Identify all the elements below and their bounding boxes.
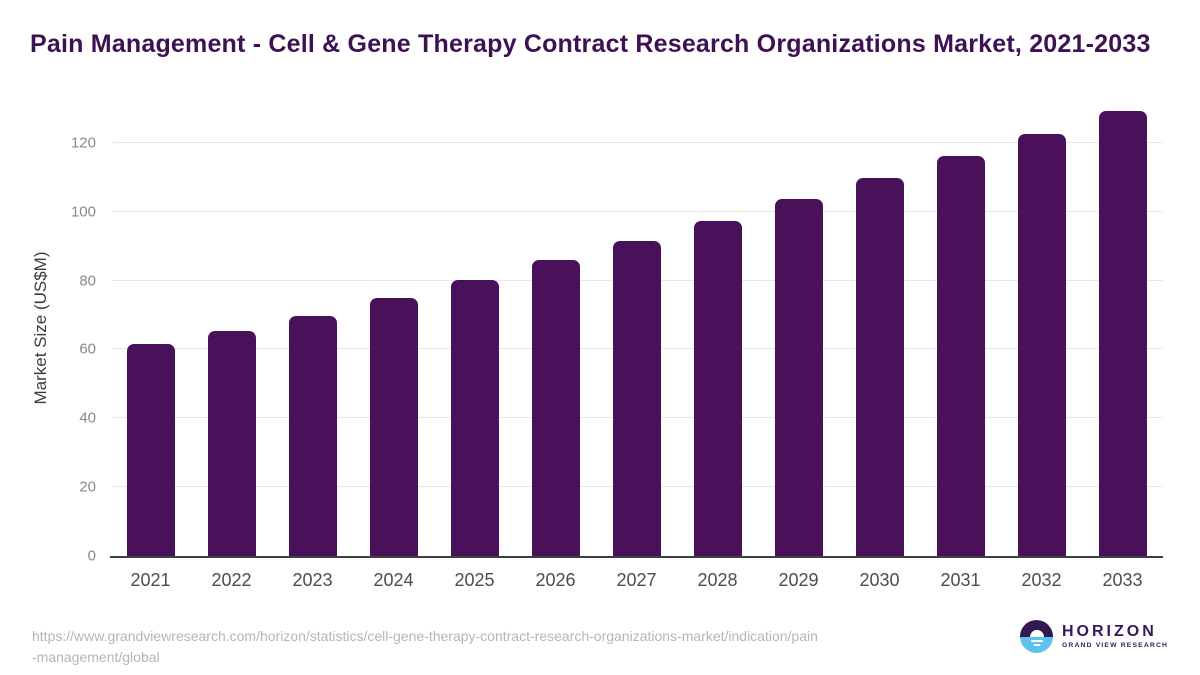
bar-slot-2025 [434, 98, 515, 556]
y-axis-label: Market Size (US$M) [31, 251, 50, 405]
gridline-100 [113, 210, 1163, 212]
x-tick-label-2031: 2031 [940, 570, 981, 590]
bar-slot-2030 [839, 98, 920, 556]
x-tick-label-2032: 2032 [1021, 570, 1062, 590]
bar-slot-2024 [353, 98, 434, 556]
bar-slot-2033 [1082, 98, 1163, 556]
bar-2032 [1017, 134, 1066, 556]
bar-2023 [288, 315, 337, 556]
bar-2022 [207, 331, 256, 556]
x-tick-label-2024: 2024 [373, 570, 414, 590]
logo-subtitle-text: GRAND VIEW RESEARCH [1062, 642, 1169, 649]
y-tick-label-60: 60 [79, 340, 96, 358]
gridline-120 [113, 141, 1163, 143]
bars-row [110, 98, 1163, 556]
bar-2028 [693, 220, 742, 556]
logo-text: HORIZON GRAND VIEW RESEARCH [1062, 623, 1168, 650]
x-tick-label-2022: 2022 [211, 570, 252, 590]
bar-slot-2032 [1001, 98, 1082, 556]
bar-2027 [612, 241, 661, 556]
x-tick-label-2021: 2021 [130, 570, 171, 590]
source-url-line-1: https://www.grandviewresearch.com/horizo… [32, 628, 818, 644]
x-tick-label-2028: 2028 [697, 570, 738, 590]
plot-area: 0 20 40 60 80 100 120 [71, 98, 1163, 565]
y-tick-label-0: 0 [87, 547, 96, 565]
horizon-logo-icon [1020, 620, 1053, 653]
bar-2021 [126, 343, 175, 556]
source-url-line-2: -management/global [32, 649, 160, 665]
bar-2025 [450, 280, 499, 556]
bar-2029 [774, 198, 823, 556]
sunrise-icon [1029, 629, 1044, 637]
x-tick-label-2027: 2027 [616, 570, 657, 590]
bar-2024 [369, 298, 418, 556]
y-tick-label-20: 20 [79, 478, 96, 496]
bar-slot-2021 [110, 98, 191, 556]
y-tick-label-40: 40 [79, 409, 96, 427]
bar-2030 [855, 177, 904, 556]
reflection-line-icon [1033, 643, 1040, 646]
logo-brand-text: HORIZON [1062, 623, 1157, 640]
reflection-line-icon [1030, 639, 1043, 642]
bar-slot-2026 [515, 98, 596, 556]
bar-2031 [936, 155, 985, 556]
bar-slot-2031 [920, 98, 1001, 556]
x-tick-label-2025: 2025 [454, 570, 495, 590]
x-tick-label-2023: 2023 [292, 570, 333, 590]
x-tick-label-2030: 2030 [859, 570, 900, 590]
x-tick-label-2033: 2033 [1102, 570, 1143, 590]
y-tick-label-120: 120 [70, 134, 96, 152]
horizon-logo: HORIZON GRAND VIEW RESEARCH [1020, 620, 1168, 653]
bar-slot-2022 [191, 98, 272, 556]
chart-title: Pain Management - Cell & Gene Therapy Co… [30, 30, 1151, 58]
source-url: https://www.grandviewresearch.com/horizo… [32, 626, 818, 668]
y-tick-label-80: 80 [79, 272, 96, 290]
x-tick-label-2026: 2026 [535, 570, 576, 590]
bar-2033 [1098, 110, 1147, 556]
y-tick-label-100: 100 [70, 203, 96, 221]
bar-slot-2029 [758, 98, 839, 556]
bar-slot-2027 [596, 98, 677, 556]
bar-2026 [531, 260, 580, 556]
x-tick-label-2029: 2029 [778, 570, 819, 590]
bar-slot-2028 [677, 98, 758, 556]
bar-slot-2023 [272, 98, 353, 556]
x-axis-labels: 2021 2022 2023 2024 2025 2026 2027 2028 2029 2030… [110, 570, 1163, 591]
